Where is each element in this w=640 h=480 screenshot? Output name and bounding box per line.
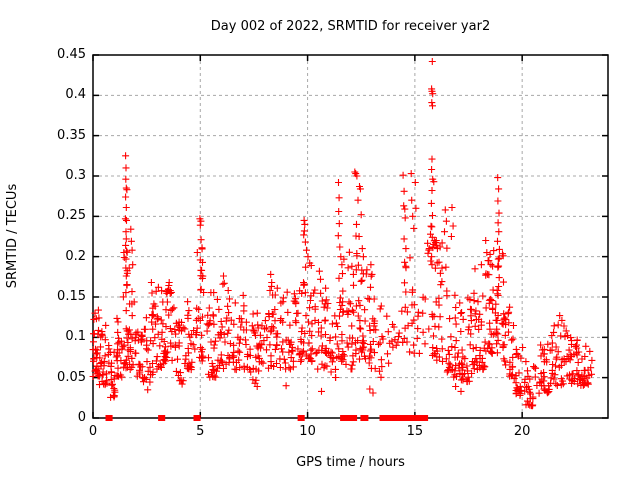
- zero-value-mark: [105, 415, 113, 421]
- x-tick-label: 5: [196, 424, 205, 439]
- zero-value-mark: [409, 415, 429, 421]
- plot-border: [92, 54, 609, 419]
- y-tick-label: 0.35: [57, 127, 86, 143]
- y-tick-label: 0.25: [57, 208, 86, 224]
- x-tick-label: 0: [88, 424, 98, 439]
- zero-value-mark: [379, 415, 387, 421]
- y-tick-label: 0.15: [57, 289, 86, 304]
- y-tick-label: 0: [77, 410, 86, 425]
- y-tick-label: 0.4: [65, 87, 86, 103]
- zero-value-mark: [360, 415, 369, 421]
- zero-value-mark: [193, 415, 201, 421]
- y-tick-label: 0.05: [57, 369, 86, 385]
- y-tick-label: 0.3: [65, 168, 86, 183]
- zero-value-mark: [158, 415, 166, 421]
- zero-value-mark: [297, 415, 305, 421]
- scatter-points: [89, 58, 596, 410]
- zero-value-mark: [399, 415, 414, 421]
- chart-title: Day 002 of 2022, SRMTID for receiver yar…: [210, 19, 491, 34]
- zero-value-mark: [383, 415, 404, 421]
- zero-value-mark: [340, 415, 358, 421]
- x-tick-label: 10: [299, 424, 316, 439]
- y-tick-label: 0.1: [65, 329, 86, 345]
- tick-marks: [92, 54, 608, 419]
- x-tick-label: 20: [513, 424, 531, 439]
- y-tick-label: 0.45: [57, 47, 86, 62]
- x-tick-label: 15: [406, 424, 424, 439]
- x-axis-label: GPS time / hours: [296, 455, 405, 470]
- y-tick-label: 0.2: [65, 248, 86, 264]
